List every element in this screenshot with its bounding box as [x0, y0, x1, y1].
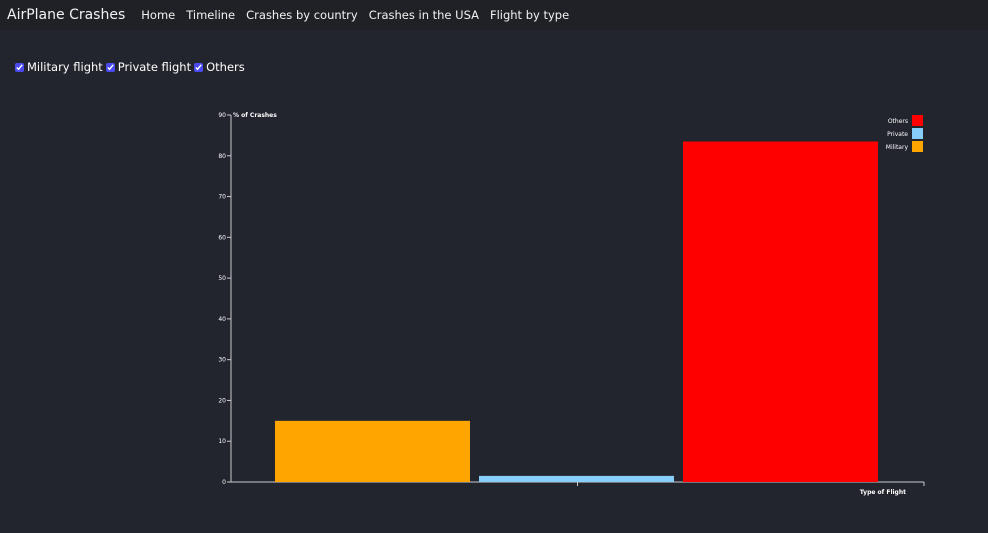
military-label: Military flight: [27, 60, 103, 74]
legend-label-private: Private: [887, 131, 908, 138]
y-tick-label-30: 30: [218, 357, 226, 364]
y-axis-title: % of Crashes: [233, 112, 277, 119]
y-tick-label-80: 80: [218, 153, 226, 160]
others-checkbox[interactable]: [194, 62, 204, 72]
flight-type-filters: Military flight Private flight Others: [15, 60, 248, 74]
y-tick-label-70: 70: [218, 194, 226, 201]
y-tick-label-0: 0: [222, 479, 226, 486]
x-axis-title: Type of Flight: [860, 489, 906, 496]
y-tick-label-40: 40: [218, 316, 226, 323]
legend-swatch-others: [912, 115, 923, 126]
nav-link-home[interactable]: Home: [141, 8, 176, 22]
y-tick-label-90: 90: [218, 112, 226, 119]
nav-link-flight-by-type[interactable]: Flight by type: [489, 8, 570, 22]
nav-link-timeline[interactable]: Timeline: [186, 8, 236, 22]
filter-others[interactable]: Others: [194, 60, 245, 74]
y-tick-label-10: 10: [218, 438, 226, 445]
y-tick-label-50: 50: [218, 275, 226, 282]
brand-title[interactable]: AirPlane Crashes: [7, 7, 126, 23]
nav-link-crashes-by-country[interactable]: Crashes by country: [246, 8, 358, 22]
navbar: AirPlane Crashes Home Timeline Crashes b…: [0, 0, 988, 30]
y-tick-label-60: 60: [218, 234, 226, 241]
private-label: Private flight: [117, 60, 192, 74]
y-tick-label-20: 20: [218, 397, 226, 404]
legend-swatch-military: [912, 141, 923, 152]
bar-military: [275, 420, 470, 482]
legend-swatch-private: [912, 128, 923, 139]
legend-label-others: Others: [888, 118, 908, 125]
bar-private: [479, 475, 674, 482]
private-checkbox[interactable]: [105, 62, 115, 72]
others-label: Others: [206, 60, 245, 74]
filter-private[interactable]: Private flight: [105, 60, 192, 74]
filter-military[interactable]: Military flight: [15, 60, 103, 74]
nav-link-crashes-usa[interactable]: Crashes in the USA: [368, 8, 479, 22]
bar-others: [683, 141, 878, 482]
military-checkbox[interactable]: [15, 62, 24, 72]
legend-label-military: Military: [886, 144, 909, 151]
